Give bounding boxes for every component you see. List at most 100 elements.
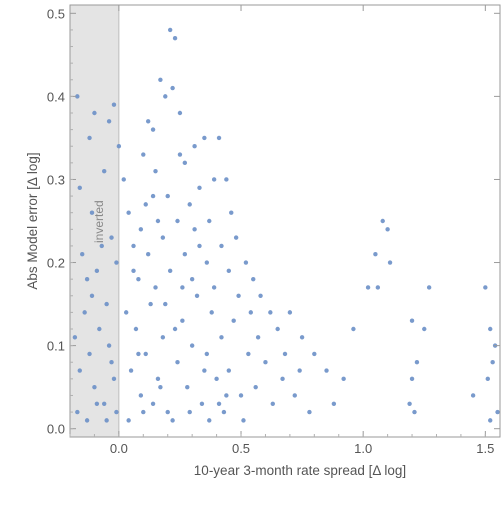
data-point	[114, 260, 119, 265]
data-point	[82, 310, 87, 315]
data-point	[160, 335, 166, 340]
data-point	[187, 202, 192, 207]
data-point	[143, 351, 148, 357]
data-point	[324, 368, 329, 373]
data-point	[126, 210, 131, 215]
data-point	[92, 384, 97, 390]
data-point	[197, 185, 202, 190]
data-point	[123, 310, 129, 315]
data-point	[248, 310, 253, 315]
data-point	[470, 393, 476, 398]
data-point	[263, 360, 268, 365]
y-tick-label: 0.2	[47, 256, 65, 271]
y-tick-label: 0.3	[47, 172, 65, 187]
data-point	[121, 177, 126, 182]
data-point	[341, 376, 346, 382]
data-point	[211, 177, 217, 182]
x-tick-label: 0.5	[232, 441, 250, 456]
data-point	[246, 351, 251, 357]
data-point	[236, 293, 241, 298]
data-point	[97, 326, 102, 332]
data-point	[172, 326, 178, 332]
data-point	[143, 202, 148, 207]
data-point	[409, 376, 415, 382]
data-point	[80, 252, 85, 257]
data-point	[214, 376, 219, 382]
data-point	[106, 119, 112, 124]
data-point	[163, 301, 168, 307]
data-point	[182, 160, 188, 166]
data-point	[282, 351, 288, 357]
data-point	[412, 409, 417, 415]
data-point	[490, 360, 495, 365]
data-point	[387, 260, 393, 265]
data-point	[280, 376, 285, 382]
data-point	[155, 218, 161, 224]
data-point	[163, 94, 168, 99]
data-point	[131, 243, 136, 249]
data-point	[148, 301, 153, 307]
x-ticks: 0.0 0.5 1.0 1.5	[69, 5, 494, 456]
data-point	[167, 27, 173, 33]
data-point	[92, 110, 97, 116]
data-point	[211, 285, 217, 290]
data-point	[133, 326, 139, 332]
data-point	[251, 276, 256, 282]
x-tick-label: 1.5	[476, 441, 494, 456]
data-point	[167, 268, 173, 274]
data-point	[185, 384, 190, 390]
x-tick-label: 0.0	[110, 441, 128, 456]
inverted-annotation: inverted	[92, 200, 106, 243]
data-point	[99, 243, 104, 249]
y-tick-label: 0.1	[47, 339, 65, 354]
data-point	[189, 276, 195, 282]
data-point	[287, 310, 293, 315]
data-point	[194, 293, 200, 298]
data-point	[216, 135, 222, 141]
data-point	[182, 252, 188, 257]
data-point	[385, 227, 390, 232]
data-point	[224, 393, 229, 398]
data-point	[231, 318, 236, 323]
data-point	[488, 326, 493, 332]
data-point	[331, 401, 337, 406]
data-point	[422, 326, 427, 332]
data-point	[84, 418, 90, 423]
data-point	[153, 285, 158, 290]
data-point	[94, 268, 100, 274]
data-point	[153, 168, 158, 174]
data-point	[116, 144, 122, 149]
data-point	[106, 343, 112, 348]
data-point	[229, 210, 234, 215]
y-axis-title: Abs Model error [Δ log]	[25, 152, 40, 289]
data-point	[221, 409, 227, 415]
data-point	[488, 418, 493, 423]
data-point	[170, 418, 175, 423]
data-point	[128, 368, 134, 373]
data-point	[77, 185, 82, 190]
data-point	[409, 318, 415, 323]
y-tick-label: 0.5	[47, 6, 65, 21]
data-point	[414, 360, 420, 365]
data-point	[75, 94, 80, 99]
data-point	[192, 227, 197, 232]
data-point	[483, 285, 488, 290]
data-point	[380, 218, 385, 224]
data-point	[268, 310, 273, 315]
data-point	[104, 418, 109, 423]
data-point	[204, 260, 210, 265]
data-point	[109, 360, 114, 365]
x-tick-label: 1.0	[354, 441, 372, 456]
data-point	[253, 384, 258, 390]
data-point	[175, 218, 180, 224]
data-point	[145, 119, 151, 124]
data-point	[197, 243, 202, 249]
data-point	[114, 409, 119, 415]
data-point	[255, 335, 261, 340]
data-point	[89, 293, 95, 298]
y-ticks: 0.0 0.1 0.2 0.3 0.4 0.5	[47, 6, 500, 437]
plot-frame	[69, 4, 501, 438]
data-point	[111, 102, 117, 107]
data-point	[138, 393, 144, 398]
